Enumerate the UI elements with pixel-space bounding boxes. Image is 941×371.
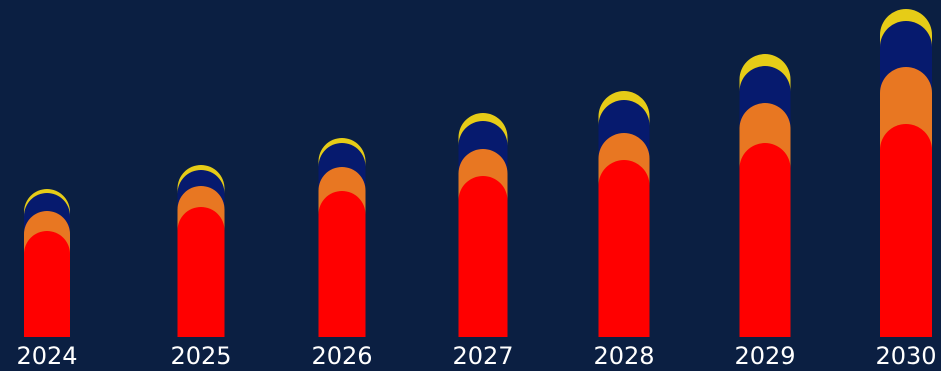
bar-2025-segment-1: [177, 207, 225, 337]
bar-2028-segment-1: [598, 160, 650, 337]
x-tick-label-2024: 2024: [16, 342, 77, 370]
bar-2024-segment-1: [24, 231, 70, 337]
x-tick-label-2027: 2027: [452, 342, 513, 370]
x-axis-tick-labels: 2024 2025 2026 2027 2028 2029 2030: [16, 342, 936, 370]
bars-group: [24, 9, 932, 338]
bar-2027-segment-1: [458, 175, 508, 337]
x-tick-label-2026: 2026: [311, 342, 372, 370]
x-tick-label-2029: 2029: [734, 342, 795, 370]
x-tick-label-2030: 2030: [875, 342, 936, 370]
bar-2030-segment-1: [880, 124, 932, 337]
x-tick-label-2025: 2025: [170, 342, 231, 370]
bar-2029-segment-1: [739, 143, 791, 337]
x-tick-label-2028: 2028: [593, 342, 654, 370]
bar-2026-segment-1: [318, 190, 366, 337]
